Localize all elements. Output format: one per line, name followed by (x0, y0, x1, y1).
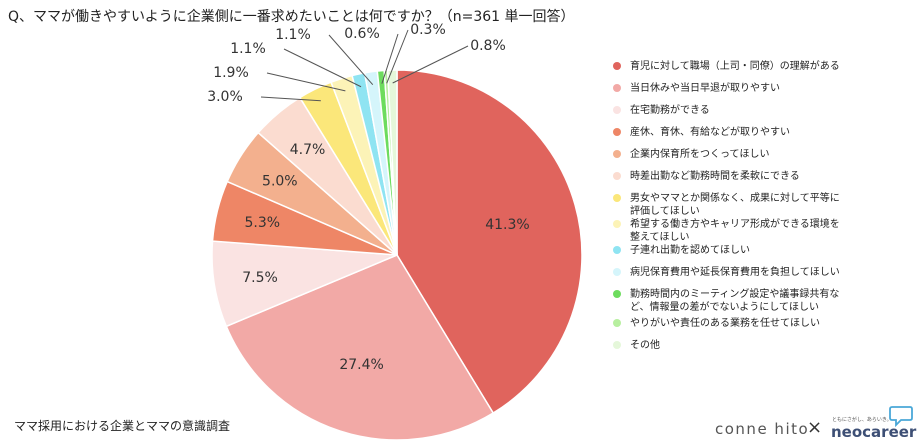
legend-label-3: 産休、育休、有給などが取りやすい (630, 127, 790, 138)
pie-label-9: 1.1% (275, 27, 311, 43)
legend-label-5: 時差出勤など勤務時間を柔軟にできる (630, 171, 800, 182)
leader-line-11 (386, 29, 409, 84)
pie-label-12: 0.8% (470, 38, 506, 54)
pie-label-3: 5.3% (245, 215, 281, 231)
leader-line-12 (392, 45, 469, 84)
legend-item-12: その他 (613, 339, 660, 352)
legend-label-0: 育児に対して職場（上司・同僚）の理解がある (630, 61, 840, 72)
legend-item-6: 男女やママとか関係なく、成果に対して平等に 評価してほしい (613, 192, 840, 218)
legend-item-7: 希望する働き方やキャリア形成ができる環境を 整えてほしい (613, 218, 840, 244)
pie-label-10: 0.6% (344, 26, 380, 42)
pie-label-4: 5.0% (262, 174, 298, 190)
legend-item-4: 企業内保育所をつくってほしい (613, 148, 770, 161)
pie-data-labels: 41.3% 27.4% 7.5% 5.3% 5.0% 4.7% 3.0% 1.9% 1.1% 1.… (207, 22, 529, 373)
legend-swatch-2 (613, 106, 621, 114)
pie-label-1: 27.4% (339, 357, 383, 373)
legend-swatch-1 (613, 84, 621, 92)
pie-label-2: 7.5% (242, 270, 278, 286)
pie-label-7: 1.9% (213, 65, 249, 81)
legend-swatch-10 (613, 290, 621, 298)
leader-line-10 (381, 33, 399, 84)
legend-label-4: 企業内保育所をつくってほしい (630, 149, 770, 160)
legend-swatch-12 (613, 341, 621, 349)
legend-item-1: 当日休みや当日早退が取りやすい (613, 82, 780, 95)
neocareer-logo: neocareer (831, 423, 917, 441)
legend-label-10: 勤務時間内のミーティング設定や議事録共有など、情報量の差がでないようにしてほしい (630, 289, 840, 313)
legend-swatch-8 (613, 246, 621, 254)
legend-swatch-0 (613, 62, 621, 70)
pie-label-11: 0.3% (410, 22, 446, 38)
legend-label-7: 希望する働き方やキャリア形成ができる環境を 整えてほしい (630, 219, 840, 243)
legend-item-8: 子連れ出勤を認めてほしい (613, 244, 750, 257)
legend-swatch-9 (613, 268, 621, 276)
leader-line-7 (266, 72, 346, 92)
pie-slices (211, 69, 583, 441)
legend-item-5: 時差出勤など勤務時間を柔軟にできる (613, 170, 800, 183)
footer-survey-title: ママ採用における企業とママの意識調査 (14, 419, 231, 433)
pie-label-8: 1.1% (230, 41, 266, 57)
label-leader-lines (260, 29, 469, 102)
legend-label-9: 病児保育費用や延長保育費用を負担してほしい (630, 267, 840, 278)
legend-label-1: 当日休みや当日早退が取りやすい (630, 83, 780, 94)
pie-label-0: 41.3% (485, 217, 529, 233)
legend-label-11: やりがいや責任のある業務を任せてほしい (630, 318, 820, 329)
legend-label-6: 男女やママとか関係なく、成果に対して平等に 評価してほしい (630, 193, 840, 217)
legend-item-2: 在宅勤務ができる (613, 104, 710, 117)
legend-swatch-3 (613, 128, 621, 136)
leader-line-6 (260, 96, 321, 102)
logo-separator: × (807, 417, 823, 438)
neocareer-tagline: ともにさがし、あらいき。 (832, 417, 892, 423)
legend-swatch-7 (613, 220, 621, 228)
leader-line-8 (283, 48, 362, 88)
legend-swatch-6 (613, 194, 621, 202)
leader-line-9 (328, 34, 374, 85)
legend-item-0: 育児に対して職場（上司・同僚）の理解がある (613, 60, 840, 73)
legend-label-2: 在宅勤務ができる (630, 105, 710, 116)
pie-slice-1 (225, 254, 495, 441)
legend-swatch-5 (613, 172, 621, 180)
legend-swatch-4 (613, 150, 621, 158)
legend-item-10: 勤務時間内のミーティング設定や議事録共有など、情報量の差がでないようにしてほしい (613, 288, 858, 314)
connehito-logo: conne hito (715, 420, 810, 438)
legend-item-3: 産休、育休、有給などが取りやすい (613, 126, 790, 139)
legend-swatch-11 (613, 319, 621, 327)
pie-slice-0 (396, 69, 583, 415)
legend-item-9: 病児保育費用や延長保育費用を負担してほしい (613, 266, 840, 279)
pie-label-6: 3.0% (207, 89, 243, 105)
legend-item-11: やりがいや責任のある業務を任せてほしい (613, 317, 820, 330)
legend-label-12: その他 (630, 340, 660, 351)
legend-label-8: 子連れ出勤を認めてほしい (630, 245, 750, 256)
chart-title: Q、ママが働きやすいように企業側に一番求めたいことは何ですか？（n=361 単一… (8, 9, 575, 25)
speech-bubble-icon (889, 406, 913, 427)
pie-label-5: 4.7% (290, 142, 326, 158)
